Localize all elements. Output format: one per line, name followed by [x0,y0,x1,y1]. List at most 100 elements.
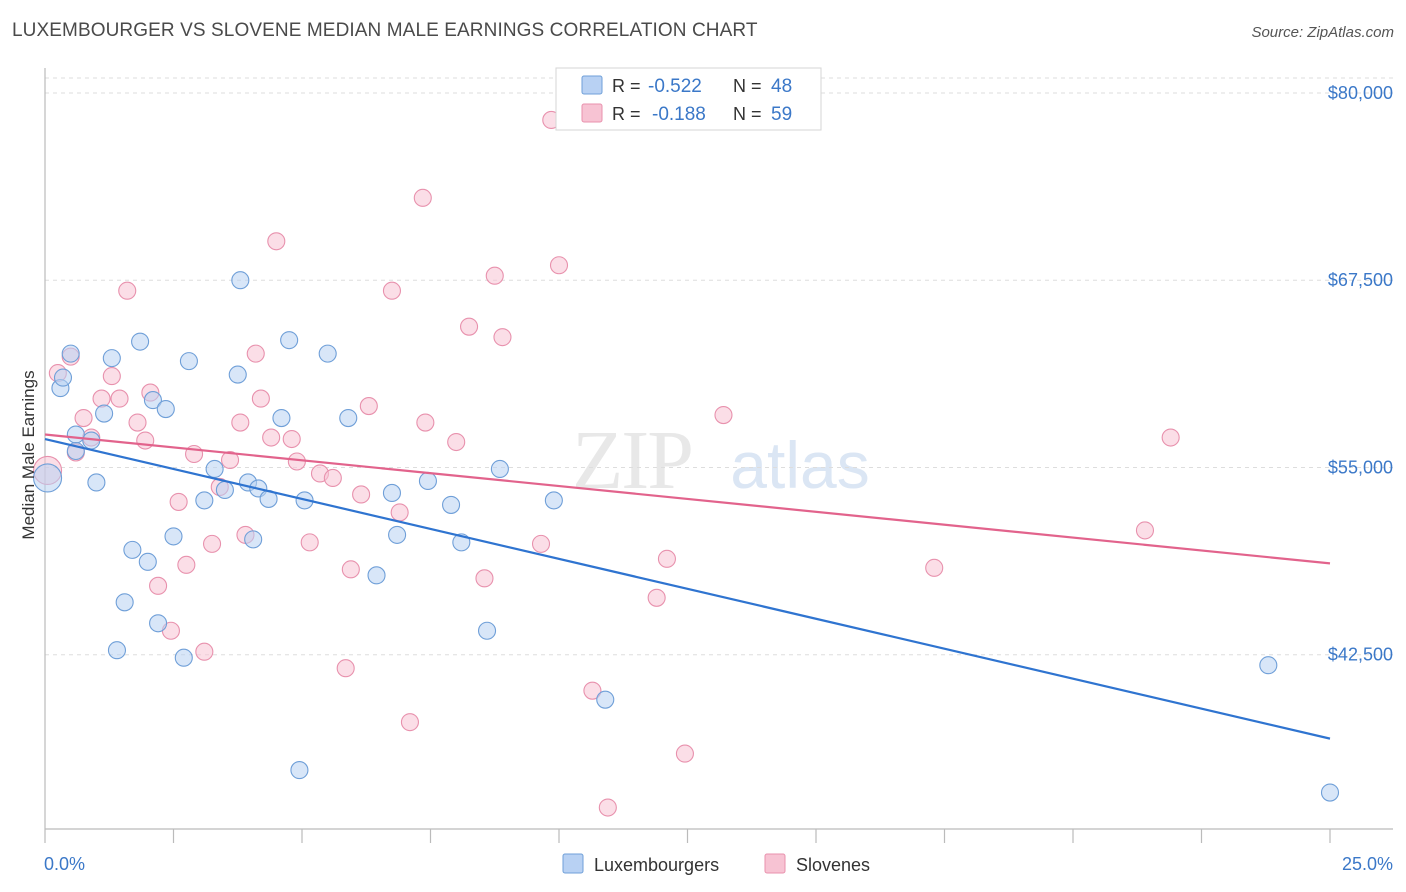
source-credit: Source: ZipAtlas.com [1251,24,1394,41]
legend-r-label-1: R = [612,76,641,96]
y-tick-label: $55,000 [1328,457,1393,477]
slovene-point [231,413,250,432]
luxembourger-point [382,483,402,502]
y-tick-label: $42,500 [1328,645,1393,665]
luxembourger-point [544,491,563,510]
luxembourger-point [164,527,183,546]
luxembourger-point [418,471,437,491]
luxembourger-point [244,530,263,549]
luxembourger-point [138,552,157,571]
slovene-point [169,492,188,511]
bottom-legend-swatch-slovenes [764,853,786,874]
luxembourger-point [149,614,168,633]
slovene-point [400,713,419,732]
luxembourger-point [102,349,121,368]
slovene-point [195,642,214,661]
slovene-point [1161,428,1180,447]
luxembourger-point [442,495,461,514]
slovene-trend-line [44,433,1331,565]
slovene-point [136,431,155,450]
luxembourger-point [53,368,73,387]
luxembourger-point [280,331,299,350]
slovene-point [359,397,378,416]
luxembourger-point [33,463,63,493]
slovene-point [102,367,121,386]
axes [44,68,1393,843]
slovene-point [267,232,286,251]
slovene-point [149,576,168,595]
luxembourger-point [367,566,386,585]
watermark-zip: ZIP [572,414,692,507]
luxembourger-point [66,425,85,444]
chart-title: LUXEMBOURGER VS SLOVENE MEDIAN MALE EARN… [12,20,758,41]
slovene-point [459,317,479,336]
slovene-point [390,503,409,522]
slovene-point [493,328,512,347]
legend-r-label-2: R = [612,104,641,124]
slovene-point [341,560,360,579]
luxembourger-point [156,400,175,419]
slovene-point [92,389,111,408]
x-tick-label-min: 0.0% [44,854,85,874]
slovene-point [714,405,733,425]
slovene-point [246,344,265,363]
slovene-point [220,450,240,470]
luxembourger-point [61,344,80,363]
y-axis-label: Median Male Earnings [19,370,38,539]
slovene-point [203,534,222,553]
legend-swatch-luxembourgers [581,75,603,95]
slovene-point [583,681,602,700]
trend-lines [44,433,1331,740]
luxembourger-point [179,352,198,371]
luxembourger-trend-line [44,437,1331,740]
slovene-point [251,389,270,408]
luxembourger-point [123,540,142,559]
luxembourger-point [87,473,106,492]
y-tick-label: $67,500 [1328,270,1393,290]
slovene-point [118,281,137,300]
bottom-legend-label-luxembourgers: Luxembourgers [594,855,719,875]
luxembourger-point [231,271,250,290]
legend-r-value-2: -0.188 [652,104,706,125]
luxembourger-point [115,593,134,612]
slovene-point [647,588,666,607]
luxembourger-point [339,408,358,428]
data-points [33,110,1340,817]
slovene-point [287,452,306,471]
series-legend: Luxembourgers Slovenes [562,853,870,875]
legend-n-label-2: N = [733,104,762,124]
luxembourger-point [272,408,291,428]
y-tick-label: $80,000 [1328,83,1393,103]
luxembourger-point [174,648,193,667]
slovene-point [74,408,93,428]
slovene-point [447,432,466,452]
bottom-legend-swatch-luxembourgers [562,853,584,874]
luxembourger-point [195,491,214,510]
luxembourger-point [1320,783,1340,802]
slovene-point [675,744,694,763]
legend-r-value-1: -0.522 [648,76,702,97]
luxembourger-point [596,690,615,709]
luxembourger-point [318,344,337,363]
slovene-point [413,188,432,207]
slovene-point [177,555,196,574]
slovene-point [323,468,342,488]
luxembourger-point [107,641,127,660]
luxembourger-point [215,480,234,500]
luxembourger-point [143,391,162,410]
luxembourger-point [290,761,309,780]
luxembourger-point [95,404,114,423]
slovene-point [110,389,129,408]
correlation-legend: R = -0.522 N = 48 R = -0.188 N = 59 [555,67,822,131]
slovene-point [531,534,551,553]
slovene-point [485,266,504,285]
slovene-point [262,428,281,447]
slovene-point [925,558,944,577]
luxembourger-point [388,525,407,544]
slovene-point [549,256,569,275]
slovene-point [1135,521,1155,540]
luxembourger-point [490,459,509,479]
legend-n-label-1: N = [733,76,762,96]
slovene-point [382,281,402,300]
